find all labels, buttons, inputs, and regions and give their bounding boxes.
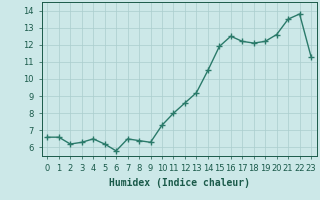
X-axis label: Humidex (Indice chaleur): Humidex (Indice chaleur) (109, 178, 250, 188)
